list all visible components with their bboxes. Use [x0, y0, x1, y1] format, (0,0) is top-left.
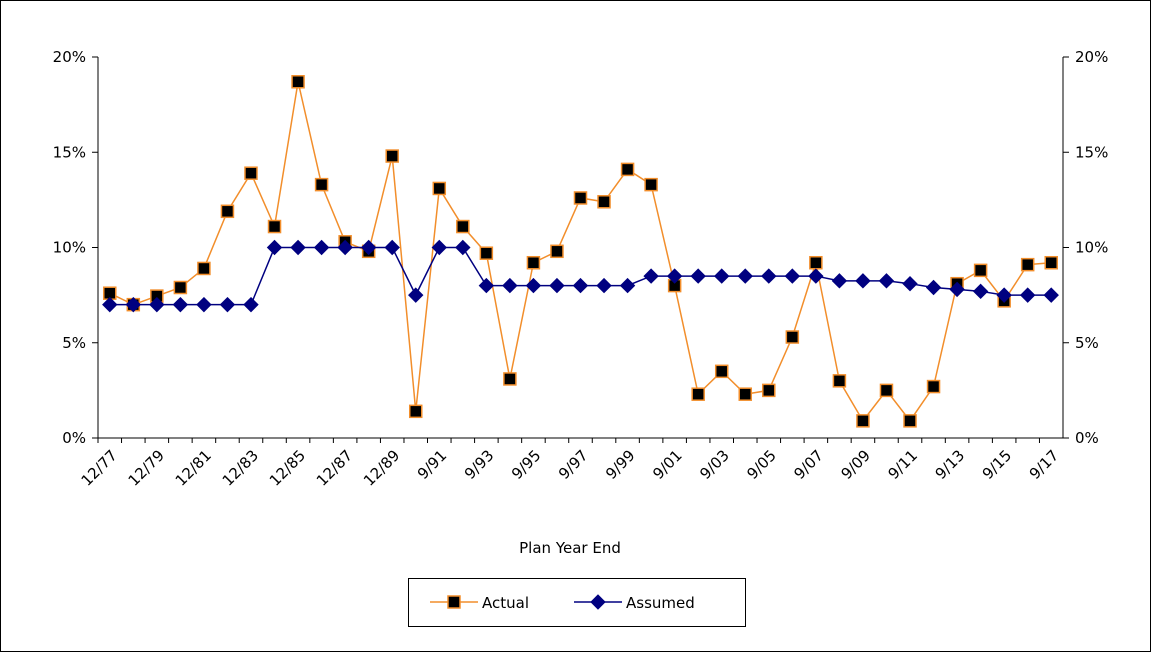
data-point [1020, 257, 1035, 272]
y-tick-label: 20% [53, 48, 86, 66]
y2-tick-label: 20% [1075, 48, 1108, 66]
y2-tick-label: 0% [1075, 429, 1099, 447]
data-point [808, 268, 824, 284]
data-point [384, 239, 400, 256]
data-point [220, 204, 235, 219]
data-point [691, 387, 705, 401]
data-point [714, 364, 729, 379]
data-point [479, 246, 494, 260]
data-point [902, 275, 918, 292]
data-point [784, 268, 801, 284]
data-point [1019, 287, 1036, 303]
data-point [666, 268, 683, 284]
data-point [597, 195, 611, 209]
data-point [219, 296, 236, 313]
data-point [125, 296, 142, 313]
data-point [714, 268, 730, 284]
data-point [644, 177, 658, 192]
y-tick-label: 10% [53, 239, 86, 257]
data-point [809, 255, 823, 270]
data-point [502, 277, 518, 294]
data-point [996, 287, 1012, 303]
data-point [503, 372, 517, 386]
data-point [619, 277, 636, 294]
y-tick-label: 0% [62, 429, 86, 447]
data-point [291, 75, 305, 89]
data-point [855, 273, 871, 289]
data-point [244, 166, 258, 180]
data-point [197, 261, 211, 276]
data-point [949, 281, 965, 298]
data-point [550, 244, 564, 259]
data-point [878, 273, 895, 289]
data-point [172, 296, 189, 313]
data-point [737, 268, 753, 284]
data-point [785, 330, 800, 344]
data-point [290, 239, 306, 256]
data-point [267, 219, 282, 234]
data-point [408, 404, 423, 419]
x-axis-label: Plan Year End [519, 539, 621, 557]
y-tick-label: 15% [53, 143, 86, 161]
data-point [432, 181, 447, 196]
legend-marker [590, 594, 606, 610]
data-point [690, 268, 706, 284]
data-point [455, 239, 471, 256]
data-point [926, 379, 941, 394]
data-point [526, 255, 541, 270]
data-point [102, 296, 118, 313]
data-point [762, 383, 776, 398]
data-point [337, 239, 353, 256]
data-point [1044, 255, 1058, 270]
y2-tick-label: 5% [1075, 334, 1099, 352]
data-point [761, 268, 777, 284]
data-point [243, 296, 259, 313]
data-point [572, 277, 589, 294]
data-point [360, 239, 377, 256]
legend-marker [447, 595, 461, 609]
data-point [620, 162, 635, 177]
legend-label: Actual [482, 594, 529, 612]
data-point [314, 177, 329, 192]
y2-tick-label: 15% [1075, 143, 1108, 161]
data-point [856, 414, 870, 428]
data-point [831, 273, 848, 289]
data-point [738, 387, 753, 401]
y-tick-label: 5% [62, 334, 86, 352]
data-point [549, 277, 565, 294]
data-point [525, 277, 542, 294]
data-point [1043, 287, 1059, 303]
data-point [879, 383, 894, 398]
data-point [385, 149, 399, 163]
data-point [266, 239, 283, 256]
legend-label: Assumed [626, 594, 695, 612]
data-point [173, 280, 188, 295]
data-point [832, 374, 847, 388]
data-point [478, 277, 495, 294]
data-point [573, 191, 588, 205]
data-point [643, 268, 659, 284]
data-point [196, 296, 212, 313]
data-point [973, 263, 988, 278]
y2-tick-label: 10% [1075, 239, 1108, 257]
data-point [456, 219, 470, 234]
data-point [149, 296, 165, 313]
data-point [925, 279, 942, 296]
data-point [596, 277, 612, 294]
data-point [903, 414, 917, 428]
data-point [313, 239, 330, 256]
data-point [972, 283, 989, 300]
data-point [408, 287, 424, 303]
data-point [431, 239, 447, 256]
